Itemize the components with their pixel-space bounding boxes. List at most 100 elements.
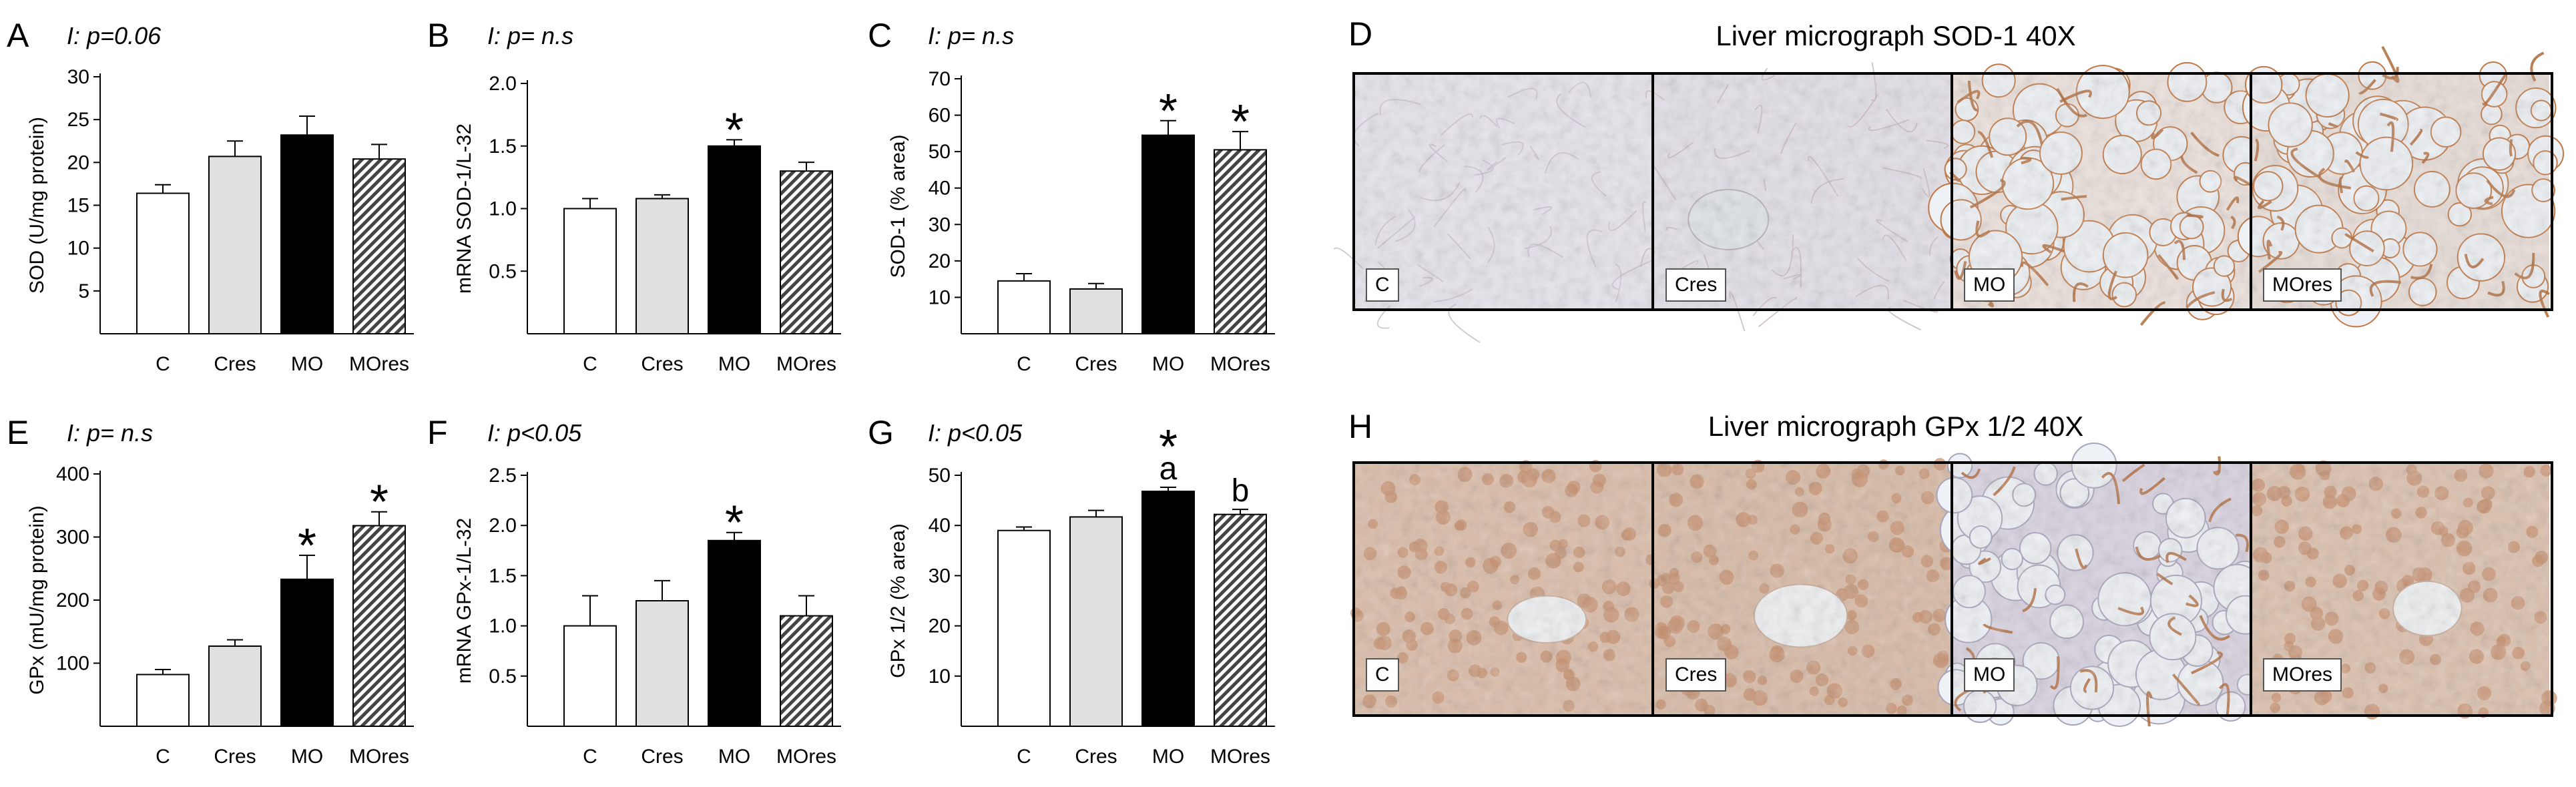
- tissue-fiber: [1882, 234, 1907, 262]
- y-tick-label: 50: [929, 141, 951, 163]
- lipid-droplet: [2135, 100, 2162, 126]
- hepatocyte-nucleus: [1377, 635, 1392, 651]
- tissue-fiber: [1474, 159, 1494, 176]
- hepatocyte-nucleus: [1540, 650, 1553, 663]
- hepatocyte-nucleus: [2336, 494, 2350, 508]
- lipid-droplet: [2413, 171, 2451, 208]
- stain-region: [2022, 588, 2037, 613]
- tissue-texture: [1654, 75, 1951, 308]
- x-tick-label: C: [1017, 353, 1031, 375]
- hepatocyte-nucleus: [1489, 616, 1501, 627]
- tissue-fiber: [1714, 148, 1750, 160]
- x-tick-label: MOres: [1210, 746, 1270, 768]
- hepatocyte-nucleus: [2340, 526, 2354, 540]
- stain-region: [2382, 67, 2399, 80]
- tissue-fiber: [1885, 109, 1918, 133]
- tissue-fiber: [1529, 146, 1539, 160]
- hepatocyte-nucleus: [1454, 521, 1465, 531]
- hepatocyte-nucleus: [2480, 498, 2493, 511]
- tissue-fiber: [1487, 157, 1507, 171]
- hepatocyte-nucleus: [1545, 553, 1561, 569]
- hepatocyte-nucleus: [1759, 583, 1770, 594]
- hepatocyte-nucleus: [1521, 471, 1537, 488]
- hepatocyte-nucleus: [1826, 683, 1843, 699]
- hepatocyte-nucleus: [1599, 631, 1611, 643]
- stain-region: [2079, 669, 2098, 693]
- hepatocyte-nucleus: [2416, 485, 2430, 498]
- hepatocyte-nucleus: [1885, 702, 1897, 714]
- hepatocyte-nucleus: [2459, 587, 2475, 603]
- stain-region: [2117, 606, 2144, 615]
- x-tick-label: MO: [291, 746, 323, 768]
- tissue-fiber: [1780, 122, 1797, 154]
- hepatocyte-nucleus: [2378, 684, 2388, 694]
- tissue-fiber: [1752, 296, 1778, 316]
- hepatocyte-nucleus: [2274, 536, 2286, 548]
- hepatocyte-nucleus: [1673, 581, 1684, 592]
- hepatocyte-nucleus: [1447, 638, 1463, 653]
- hepatocyte-nucleus: [1816, 463, 1831, 479]
- stain-region: [2101, 472, 2121, 505]
- hepatocyte-nucleus: [1926, 569, 1940, 583]
- stain-region: [2386, 121, 2395, 152]
- stain-region: [2369, 280, 2402, 297]
- y-tick-label: 5: [78, 280, 89, 302]
- stain-region: [2421, 152, 2430, 164]
- significance-star: *: [1231, 95, 1250, 149]
- tissue-texture: [1654, 464, 1951, 714]
- significance-star: *: [298, 519, 316, 573]
- micrograph-sod-mores: [2237, 45, 2565, 328]
- tissue-fiber: [1568, 81, 1591, 97]
- stain-region: [1983, 623, 2013, 634]
- hepatocyte-nucleus: [1615, 581, 1631, 597]
- hepatocyte-nucleus: [2520, 661, 2531, 672]
- hepatocyte-nucleus: [2298, 541, 2312, 555]
- stain-region: [2486, 180, 2516, 198]
- tissue-fiber: [1667, 142, 1694, 159]
- hepatocyte-nucleus: [1362, 694, 1376, 708]
- hepatocyte-nucleus: [2344, 565, 2355, 576]
- x-tick-label: MO: [718, 746, 750, 768]
- hepatocyte-nucleus: [2352, 590, 2364, 601]
- hepatocyte-nucleus: [1933, 608, 1947, 622]
- lipid-droplet: [2049, 604, 2085, 639]
- stain-region: [2121, 463, 2145, 483]
- lipid-droplet: [2012, 483, 2037, 507]
- hepatocyte-nucleus: [1719, 569, 1734, 585]
- hepatocyte-nucleus: [1854, 594, 1868, 608]
- hepatocyte-nucleus: [1390, 587, 1402, 599]
- central-vein: [2392, 580, 2463, 637]
- x-tick-label: MOres: [1210, 353, 1270, 375]
- hepatocyte-nucleus: [1669, 493, 1684, 507]
- stain-region: [2380, 112, 2398, 121]
- hepatocyte-nucleus: [1876, 510, 1889, 523]
- y-axis-label: GPx (mU/mg protein): [26, 505, 48, 694]
- stain-region: [2226, 196, 2240, 211]
- hepatocyte-nucleus: [2374, 580, 2388, 594]
- tissue-texture: [1953, 464, 2250, 714]
- hepatocyte-nucleus: [1867, 531, 1879, 543]
- hepatocyte-nucleus: [1621, 529, 1631, 541]
- tissue-texture: [2252, 75, 2549, 308]
- hepatocyte-nucleus: [1466, 629, 1482, 645]
- tissue-fiber: [1665, 226, 1678, 231]
- p-value-label: I: p= n.s: [67, 419, 153, 447]
- hepatocyte-nucleus: [1563, 670, 1574, 680]
- stain-region: [2358, 79, 2376, 95]
- hepatocyte-nucleus: [1468, 664, 1482, 678]
- hepatocyte-nucleus: [1888, 537, 1904, 553]
- hepatocyte-nucleus: [2385, 527, 2402, 543]
- hepatocyte-nucleus: [1928, 623, 1941, 636]
- lipid-droplet: [2455, 172, 2493, 209]
- hepatocyte-nucleus: [1363, 547, 1377, 561]
- hepatocyte-nucleus: [1397, 565, 1411, 579]
- y-axis-label: mRNA SOD-1/L-32: [453, 123, 475, 294]
- stain-region: [2410, 264, 2433, 280]
- hepatocyte-nucleus: [1857, 579, 1869, 591]
- stain-region: [2409, 128, 2423, 146]
- hepatocyte-nucleus: [1516, 651, 1527, 663]
- stain-region: [2185, 594, 2199, 607]
- tissue-fiber: [1353, 112, 1379, 147]
- hepatocyte-nucleus: [1790, 524, 1800, 535]
- hepatocyte-nucleus: [1573, 561, 1584, 573]
